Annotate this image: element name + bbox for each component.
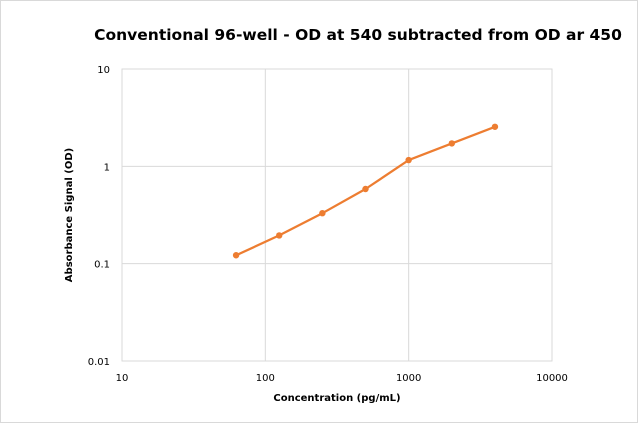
data-point bbox=[319, 209, 326, 217]
y-tick-label: 1 bbox=[104, 162, 110, 173]
plot-area bbox=[121, 68, 553, 362]
data-point bbox=[362, 185, 369, 193]
gridlines bbox=[121, 68, 553, 362]
data-series bbox=[232, 123, 499, 259]
x-axis-ticks: 10 100 1000 10000 bbox=[116, 373, 568, 384]
y-tick-label: 10 bbox=[97, 65, 110, 76]
data-point bbox=[276, 232, 283, 239]
y-tick-label: 0.1 bbox=[94, 260, 110, 271]
x-tick-label: 100 bbox=[256, 373, 275, 384]
y-tick-label: 0.01 bbox=[88, 357, 110, 368]
x-tick-label: 10 bbox=[116, 373, 129, 384]
y-axis-ticks: 0.01 0.1 1 10 bbox=[88, 65, 110, 368]
data-point bbox=[405, 156, 412, 164]
x-tick-label: 1000 bbox=[396, 373, 421, 384]
x-tick-label: 10000 bbox=[536, 373, 568, 384]
data-point bbox=[232, 252, 240, 259]
data-point bbox=[491, 123, 499, 130]
data-point bbox=[448, 140, 456, 147]
x-axis-title: Concentration (pg/mL) bbox=[273, 393, 400, 404]
y-axis-title: Absorbance Signal (OD) bbox=[64, 148, 75, 282]
chart-title: Conventional 96-well - OD at 540 subtrac… bbox=[94, 26, 622, 44]
